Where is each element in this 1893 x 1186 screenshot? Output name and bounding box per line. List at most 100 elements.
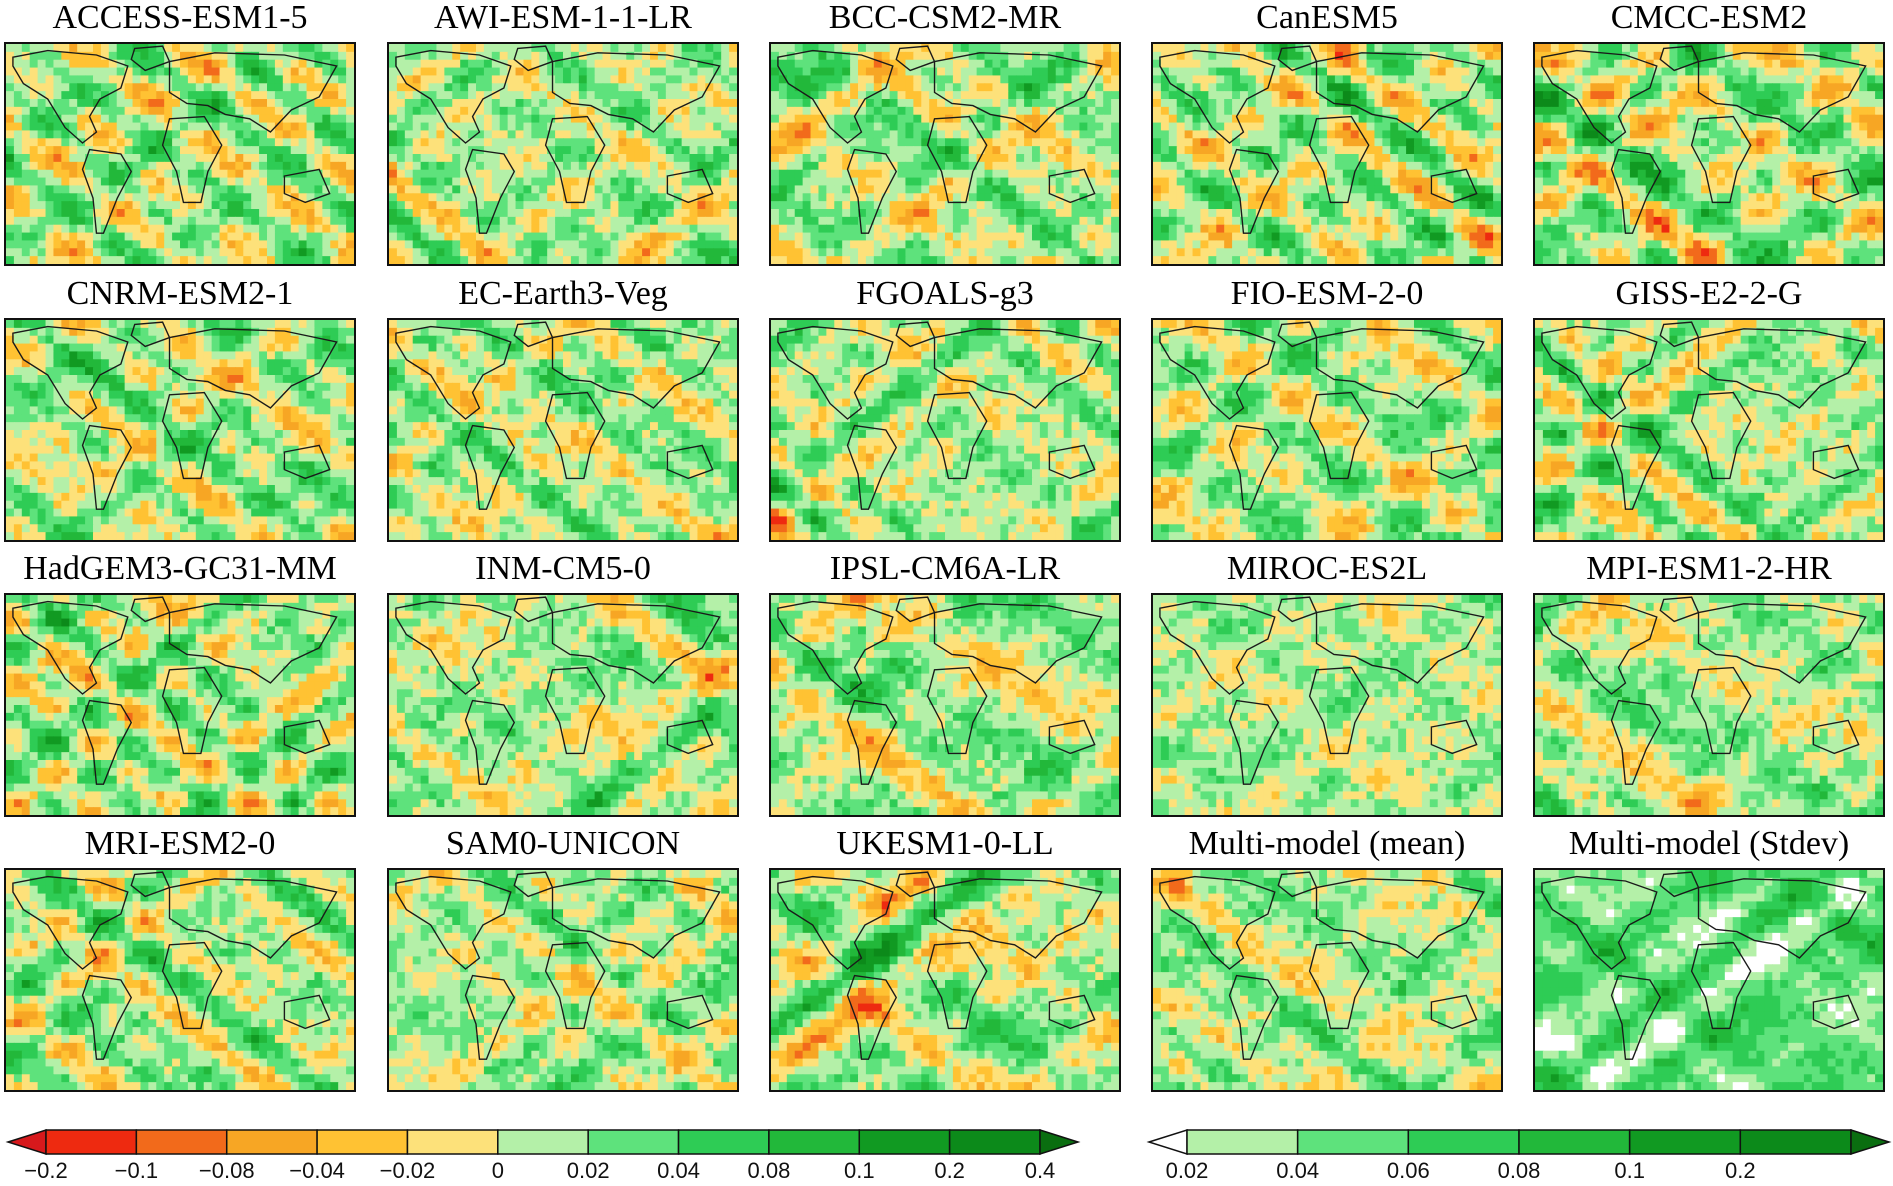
colorbar-difference-arrow-low — [5, 1128, 47, 1156]
coastline-1 — [1277, 45, 1318, 72]
coastline-2 — [464, 699, 516, 785]
panel-title: ACCESS-ESM1-5 — [0, 0, 376, 38]
map-panel — [4, 42, 356, 266]
coastline-1 — [1659, 871, 1700, 898]
colorbar-difference-tick-label: 0.04 — [657, 1158, 700, 1183]
coastline-5 — [1048, 168, 1096, 204]
colorbar-difference-arrow-high — [1039, 1128, 1081, 1156]
map-panel — [1533, 42, 1885, 266]
coastline-3 — [1690, 391, 1752, 480]
map-panel — [1533, 593, 1885, 817]
coastline-0 — [12, 49, 129, 144]
colorbar-difference-tick-label: −0.1 — [115, 1158, 158, 1183]
coastline-5 — [283, 719, 331, 755]
coastline-3 — [926, 115, 988, 204]
map-field — [6, 320, 354, 540]
coastline-4 — [1315, 328, 1485, 409]
colorbar-difference-segment — [316, 1129, 409, 1155]
coastline-0 — [12, 600, 129, 695]
map-field — [1535, 595, 1883, 815]
coastline-0 — [777, 875, 894, 970]
coastline-5 — [1430, 444, 1478, 480]
coastline-3 — [544, 941, 606, 1030]
coastline-1 — [1277, 321, 1318, 348]
coastline-4 — [168, 52, 338, 133]
coastline-3 — [1308, 666, 1370, 755]
coastline-1 — [130, 596, 171, 623]
colorbar-stdev-segment — [1407, 1129, 1520, 1155]
coastline-1 — [130, 45, 171, 72]
coastline-0 — [777, 325, 894, 420]
coastline-1 — [130, 871, 171, 898]
coastline-1 — [895, 321, 936, 348]
map-field — [1153, 320, 1501, 540]
coastline-4 — [1315, 878, 1485, 959]
coastline-4 — [168, 603, 338, 684]
coastline-1 — [130, 321, 171, 348]
panel-title: Multi-model (mean) — [1131, 824, 1523, 864]
coastline-4 — [168, 328, 338, 409]
coastline-0 — [1541, 325, 1658, 420]
panel-title: GISS-E2-2-G — [1513, 274, 1893, 314]
colorbar-difference-segment — [948, 1129, 1041, 1155]
coastline-5 — [283, 994, 331, 1030]
coastline-0 — [777, 49, 894, 144]
colorbar-difference-segment — [858, 1129, 951, 1155]
map-panel — [769, 318, 1121, 542]
coastline-2 — [81, 699, 133, 785]
colorbar-difference-tick-label: −0.08 — [199, 1158, 255, 1183]
panel-title: BCC-CSM2-MR — [749, 0, 1141, 38]
map-panel — [769, 593, 1121, 817]
coastline-3 — [1690, 115, 1752, 204]
colorbar-difference-segment — [406, 1129, 499, 1155]
coastline-2 — [81, 424, 133, 510]
colorbar-stdev-segment — [1628, 1129, 1742, 1155]
coastline-2 — [81, 974, 133, 1060]
coastline-5 — [1812, 719, 1860, 755]
coastline-2 — [464, 424, 516, 510]
coastline-3 — [161, 666, 223, 755]
coastline-2 — [464, 974, 516, 1060]
coastline-1 — [1277, 596, 1318, 623]
coastline-2 — [464, 148, 516, 234]
panel-title: MRI-ESM2-0 — [0, 824, 376, 864]
map-field — [771, 44, 1119, 264]
coastline-0 — [395, 325, 512, 420]
coastline-5 — [1048, 719, 1096, 755]
coastline-3 — [1690, 941, 1752, 1030]
map-field — [389, 595, 737, 815]
coastline-3 — [926, 666, 988, 755]
panel-title: FGOALS-g3 — [749, 274, 1141, 314]
map-field — [1153, 44, 1501, 264]
coastline-5 — [1430, 994, 1478, 1030]
colorbar-difference-segment — [135, 1129, 228, 1155]
colorbar-difference-tick-label: −0.02 — [380, 1158, 436, 1183]
coastline-2 — [846, 974, 898, 1060]
coastline-4 — [1697, 603, 1867, 684]
colorbar-difference-tick-label: 0.4 — [1025, 1158, 1056, 1183]
coastline-0 — [12, 325, 129, 420]
colorbar-stdev-segment — [1296, 1129, 1410, 1155]
coastline-5 — [1430, 168, 1478, 204]
coastline-4 — [551, 328, 721, 409]
coastline-3 — [1308, 391, 1370, 480]
map-panel — [1151, 593, 1503, 817]
coastline-0 — [395, 49, 512, 144]
colorbar-difference-segment — [677, 1129, 770, 1155]
coastline-1 — [1659, 321, 1700, 348]
map-panel — [1533, 318, 1885, 542]
coastline-0 — [1159, 325, 1276, 420]
coastline-4 — [933, 603, 1103, 684]
map-panel — [769, 42, 1121, 266]
coastline-2 — [846, 148, 898, 234]
coastline-0 — [1159, 49, 1276, 144]
map-panel — [1151, 42, 1503, 266]
coastline-3 — [161, 115, 223, 204]
panel-title: CanESM5 — [1131, 0, 1523, 38]
coastline-2 — [1610, 424, 1662, 510]
colorbar-stdev-arrow-high — [1850, 1128, 1892, 1156]
colorbar-stdev-tick-label: 0.08 — [1498, 1158, 1541, 1183]
coastline-3 — [544, 391, 606, 480]
panel-title: Multi-model (Stdev) — [1513, 824, 1893, 864]
panel-title: CNRM-ESM2-1 — [0, 274, 376, 314]
